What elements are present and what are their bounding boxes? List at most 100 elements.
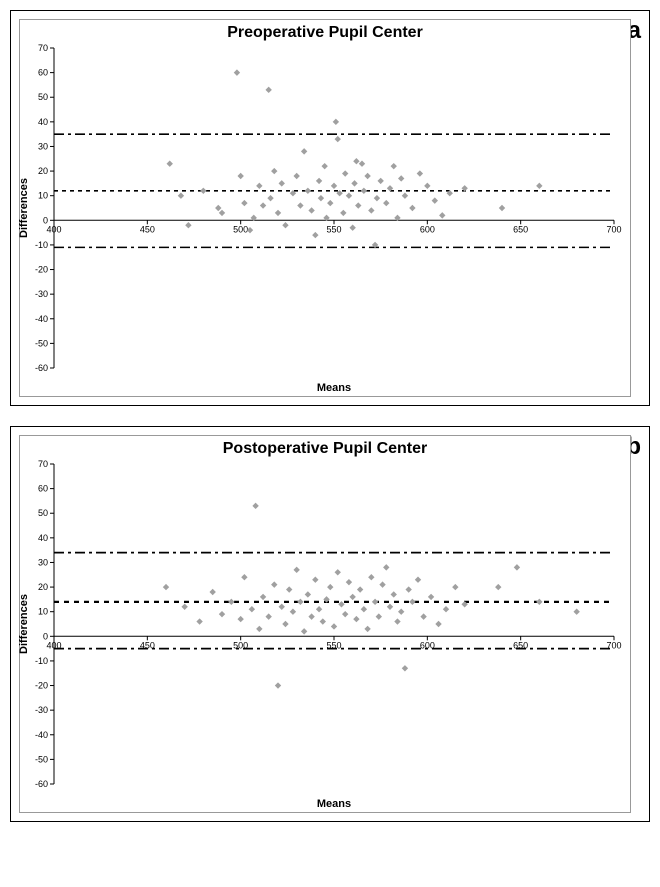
data-point — [209, 589, 215, 595]
y-tick-label: 20 — [38, 166, 48, 176]
data-point — [234, 69, 240, 75]
y-tick-label: 20 — [38, 582, 48, 592]
data-point — [256, 626, 262, 632]
data-point — [267, 195, 273, 201]
data-point — [271, 581, 277, 587]
chart-panel-a: aPreoperative Pupil CenterDifferencesMea… — [10, 10, 650, 406]
data-point — [237, 173, 243, 179]
data-point — [215, 205, 221, 211]
y-tick-label: 10 — [38, 191, 48, 201]
data-point — [383, 200, 389, 206]
y-tick-label: -50 — [35, 754, 48, 764]
x-tick-label: 500 — [233, 224, 248, 234]
y-tick-label: 0 — [43, 215, 48, 225]
data-point — [432, 197, 438, 203]
data-point — [398, 175, 404, 181]
data-point — [374, 195, 380, 201]
y-tick-label: -10 — [35, 656, 48, 666]
data-point — [301, 148, 307, 154]
data-point — [377, 178, 383, 184]
data-point — [353, 158, 359, 164]
plot-area: DifferencesMeans400450500550600650700-60… — [54, 464, 614, 784]
data-point — [333, 119, 339, 125]
data-point — [293, 173, 299, 179]
data-point — [383, 564, 389, 570]
y-tick-label: 30 — [38, 141, 48, 151]
data-point — [499, 205, 505, 211]
y-tick-label: -40 — [35, 730, 48, 740]
data-point — [327, 200, 333, 206]
data-point — [178, 192, 184, 198]
y-tick-label: -10 — [35, 240, 48, 250]
x-axis-label: Means — [317, 798, 351, 810]
y-tick-label: -20 — [35, 681, 48, 691]
data-point — [237, 616, 243, 622]
data-point — [200, 188, 206, 194]
data-point — [320, 618, 326, 624]
y-tick-label: -30 — [35, 705, 48, 715]
data-point — [495, 584, 501, 590]
y-tick-label: 0 — [43, 631, 48, 641]
chart-inner-frame: Preoperative Pupil CenterDifferencesMean… — [19, 19, 631, 397]
data-point — [335, 569, 341, 575]
data-point — [342, 170, 348, 176]
data-point — [331, 183, 337, 189]
data-point — [282, 222, 288, 228]
y-axis-label: Differences — [18, 594, 30, 654]
data-point — [316, 606, 322, 612]
data-point — [391, 591, 397, 597]
data-point — [252, 503, 258, 509]
data-point — [368, 574, 374, 580]
data-point — [536, 183, 542, 189]
chart-title: Postoperative Pupil Center — [20, 440, 630, 458]
data-point — [260, 202, 266, 208]
data-point — [185, 222, 191, 228]
data-point — [312, 576, 318, 582]
data-point — [271, 168, 277, 174]
data-point — [331, 623, 337, 629]
data-point — [249, 606, 255, 612]
data-point — [219, 611, 225, 617]
data-point — [376, 613, 382, 619]
data-point — [359, 160, 365, 166]
x-tick-label: 600 — [420, 224, 435, 234]
data-point — [290, 608, 296, 614]
data-point — [282, 621, 288, 627]
y-tick-label: -50 — [35, 338, 48, 348]
data-point — [163, 584, 169, 590]
y-tick-label: 50 — [38, 508, 48, 518]
data-point — [342, 611, 348, 617]
data-point — [301, 628, 307, 634]
data-point — [402, 665, 408, 671]
data-point — [316, 178, 322, 184]
data-point — [417, 170, 423, 176]
data-point — [439, 212, 445, 218]
data-point — [279, 604, 285, 610]
scatter-svg: 400450500550600650700-60-50-40-30-20-100… — [54, 464, 614, 784]
scatter-svg: 400450500550600650700-60-50-40-30-20-100… — [54, 48, 614, 368]
x-tick-label: 550 — [326, 224, 341, 234]
y-tick-label: 40 — [38, 117, 48, 127]
y-tick-label: 70 — [38, 459, 48, 469]
data-point — [361, 606, 367, 612]
data-point — [265, 87, 271, 93]
data-point — [293, 567, 299, 573]
y-tick-label: 30 — [38, 557, 48, 567]
y-tick-label: 60 — [38, 484, 48, 494]
data-point — [321, 163, 327, 169]
y-tick-label: 60 — [38, 68, 48, 78]
data-point — [338, 601, 344, 607]
data-point — [256, 183, 262, 189]
data-point — [452, 584, 458, 590]
chart-panel-b: bPostoperative Pupil CenterDifferencesMe… — [10, 426, 650, 822]
data-point — [308, 613, 314, 619]
data-point — [420, 613, 426, 619]
data-point — [286, 586, 292, 592]
chart-title: Preoperative Pupil Center — [20, 24, 630, 42]
data-point — [349, 224, 355, 230]
data-point — [275, 210, 281, 216]
data-point — [181, 604, 187, 610]
data-point — [405, 586, 411, 592]
data-point — [424, 183, 430, 189]
data-point — [428, 594, 434, 600]
